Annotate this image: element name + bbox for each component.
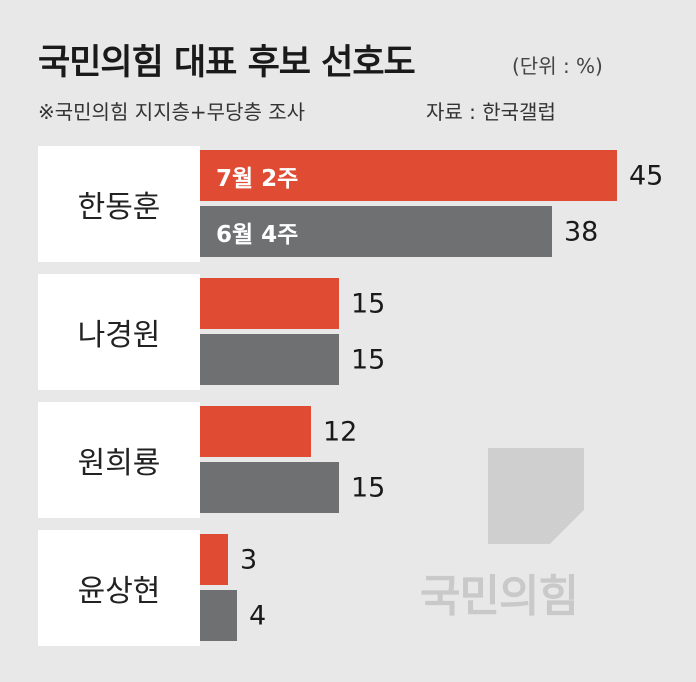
unit-label: (단위 : %) <box>512 54 603 78</box>
survey-note: ※국민의힘 지지층+무당층 조사 <box>38 100 306 124</box>
bar-previous <box>200 334 339 385</box>
source-label: 자료 : 한국갤럽 <box>426 100 556 124</box>
category-label-box: 나경원 <box>38 274 200 390</box>
category-label-box: 윤상현 <box>38 530 200 646</box>
category-label-box: 원희룡 <box>38 402 200 518</box>
data-label: 12 <box>323 416 358 447</box>
category-label: 윤상현 <box>77 574 161 609</box>
bar-current: 7월 2주 <box>200 150 617 201</box>
data-label: 4 <box>249 600 267 631</box>
bar-previous <box>200 462 339 513</box>
category-label: 한동훈 <box>77 190 161 225</box>
data-label: 3 <box>240 544 258 575</box>
data-label: 45 <box>629 160 664 191</box>
data-label: 15 <box>351 472 386 503</box>
bar-previous: 6월 4주 <box>200 206 552 257</box>
party-logo-icon <box>488 448 584 544</box>
category-label: 나경원 <box>77 318 161 353</box>
category-label: 원희룡 <box>77 446 161 481</box>
bar-current <box>200 406 311 457</box>
bar-current <box>200 534 228 585</box>
bar-current <box>200 278 339 329</box>
data-label: 15 <box>351 344 386 375</box>
series-label: 6월 4주 <box>216 221 299 248</box>
data-label: 38 <box>564 216 599 247</box>
series-label: 7월 2주 <box>216 165 299 192</box>
chart-title: 국민의힘 대표 후보 선호도 <box>38 43 416 83</box>
data-label: 15 <box>351 288 386 319</box>
watermark-logo-text: 국민의힘 <box>420 571 579 622</box>
bar-previous <box>200 590 237 641</box>
category-label-box: 한동훈 <box>38 146 200 262</box>
